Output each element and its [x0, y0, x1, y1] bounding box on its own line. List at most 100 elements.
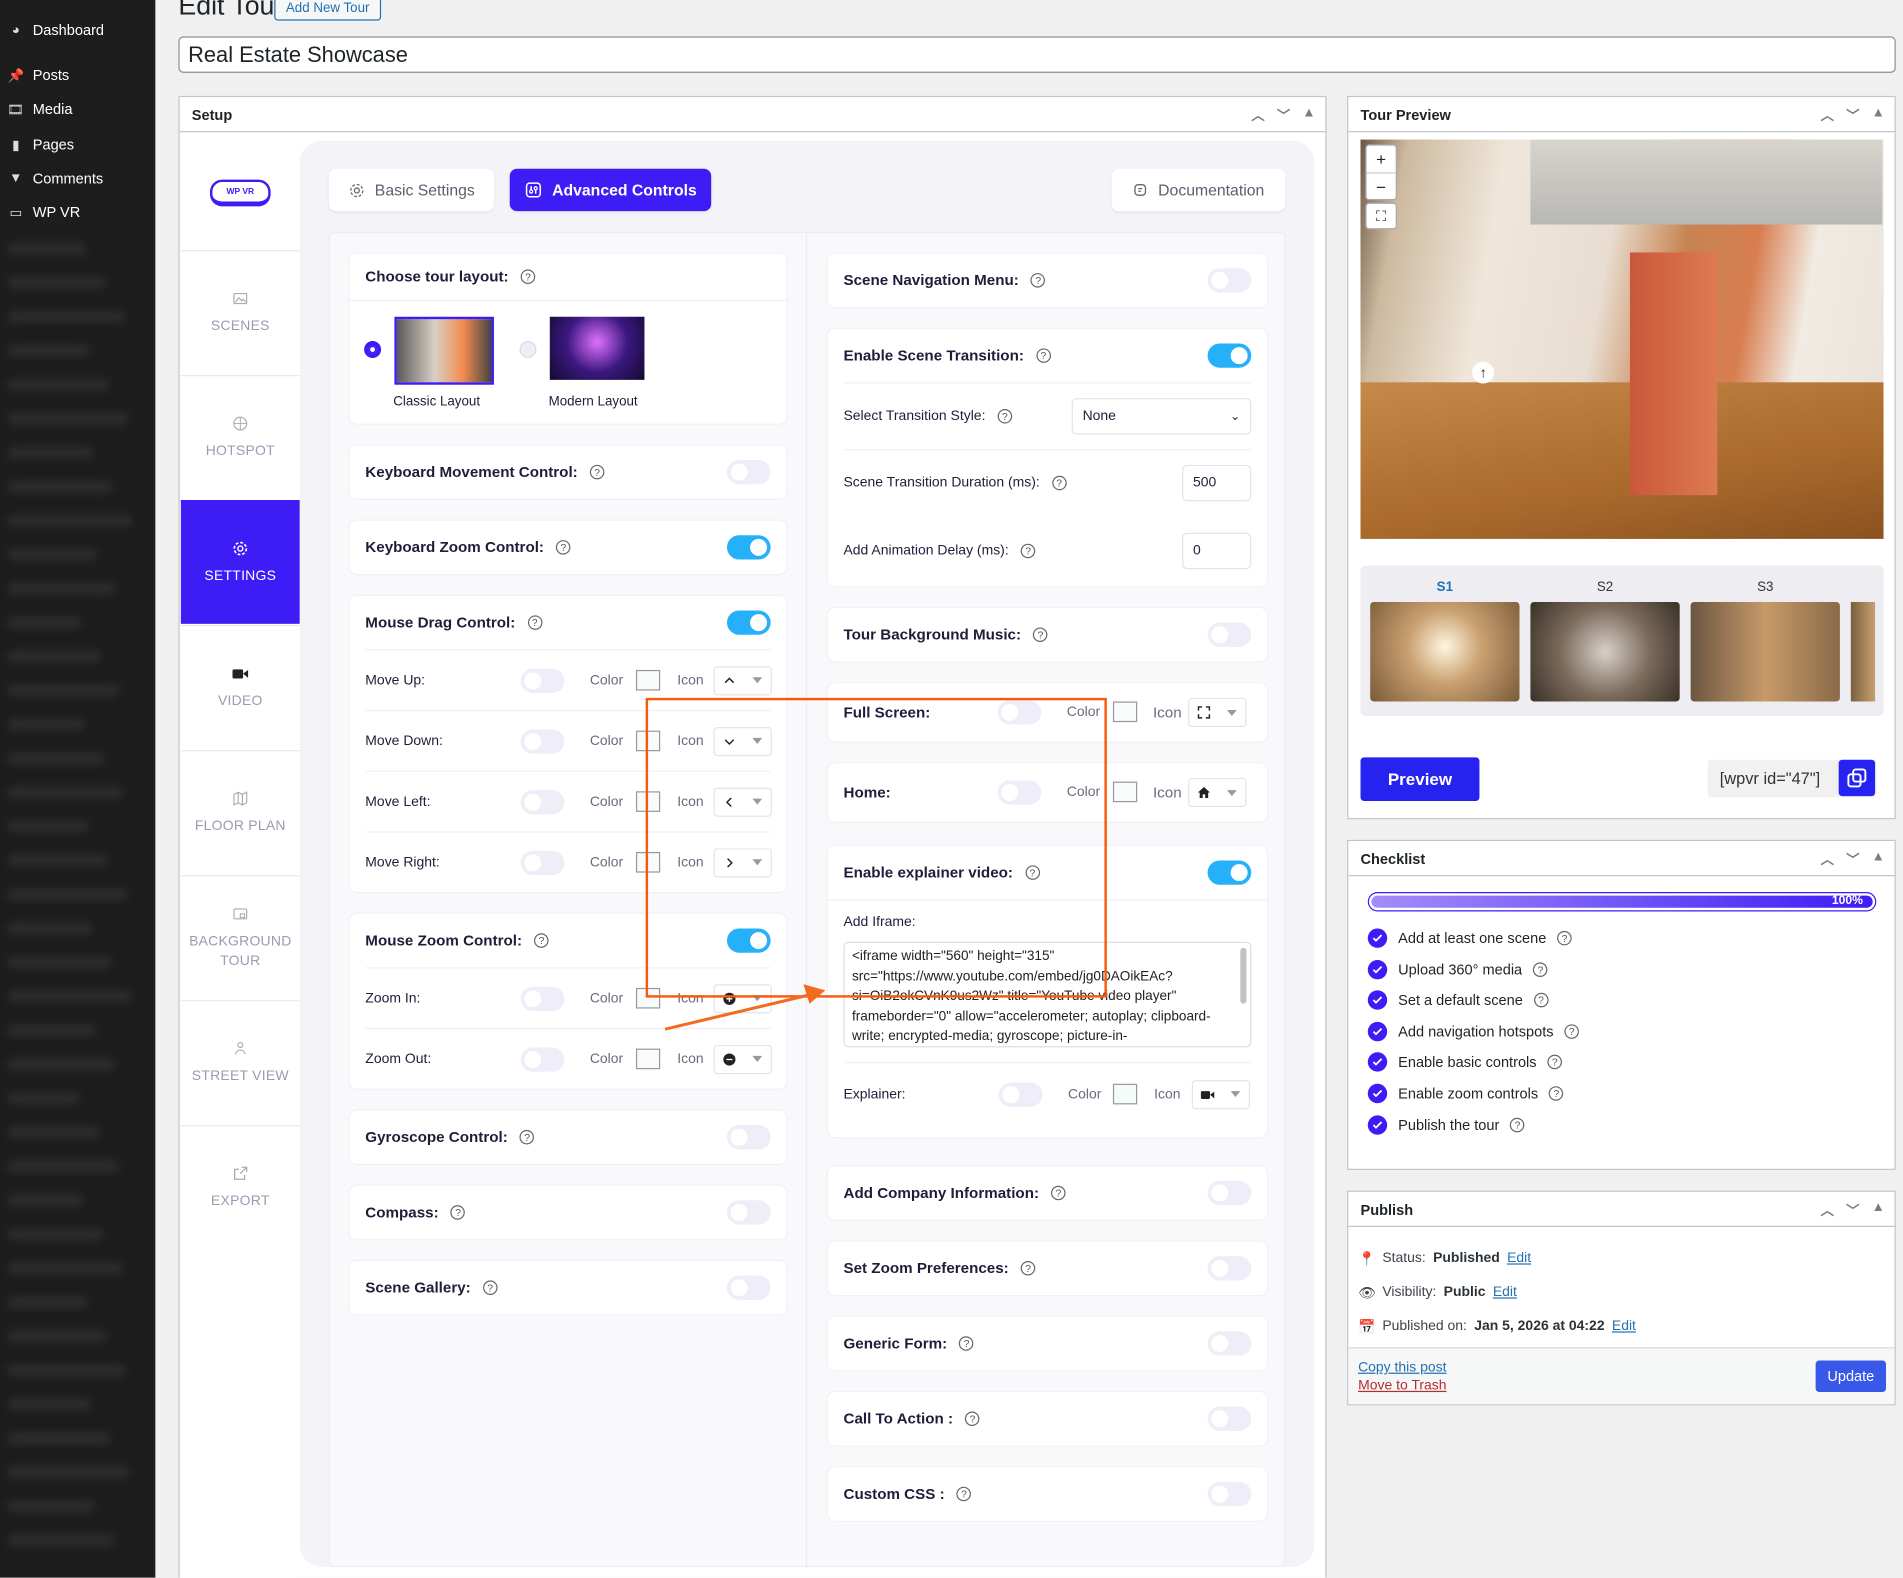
help-icon[interactable]: ?: [1051, 1185, 1066, 1201]
help-icon[interactable]: ?: [1510, 1117, 1525, 1132]
scene-thumbnail[interactable]: [1370, 601, 1520, 702]
help-icon[interactable]: ?: [1547, 1055, 1563, 1070]
help-icon[interactable]: ?: [556, 540, 571, 555]
nav-video[interactable]: VIDEO: [180, 625, 300, 749]
icon-select[interactable]: [1188, 777, 1247, 808]
toggle-switch[interactable]: [726, 1275, 771, 1300]
fullscreen-button[interactable]: ⛶: [1365, 202, 1397, 230]
help-icon[interactable]: ?: [1020, 543, 1036, 559]
help-icon[interactable]: ?: [1036, 348, 1051, 363]
move-down-icon[interactable]: ﹀: [1846, 853, 1860, 868]
help-icon[interactable]: ?: [482, 1280, 498, 1295]
help-icon[interactable]: ?: [519, 1129, 535, 1145]
admin-menu-wp-vr[interactable]: ▭ WP VR: [7, 204, 80, 221]
zoom-in-button[interactable]: +: [1366, 146, 1396, 174]
help-icon[interactable]: ?: [1030, 273, 1046, 288]
move-up-icon[interactable]: ︿: [1820, 109, 1834, 124]
toggle-switch[interactable]: [1207, 1331, 1252, 1356]
help-icon[interactable]: ?: [1564, 1024, 1580, 1039]
toggle-switch[interactable]: [520, 789, 565, 814]
color-swatch[interactable]: [635, 1048, 661, 1070]
toggle-switch[interactable]: [1207, 343, 1252, 368]
layout-thumbnail[interactable]: [394, 316, 494, 385]
preview-button[interactable]: Preview: [1360, 757, 1480, 802]
zoom-out-button[interactable]: −: [1376, 177, 1387, 197]
toggle-switch[interactable]: [520, 986, 565, 1011]
help-icon[interactable]: ?: [997, 409, 1013, 424]
scene-thumbnail[interactable]: [1690, 601, 1840, 702]
icon-select[interactable]: [1188, 697, 1247, 727]
layout-thumbnail[interactable]: [549, 316, 645, 380]
iframe-textarea[interactable]: <iframe width="560" height="315" src="ht…: [843, 941, 1252, 1048]
toggle-switch[interactable]: [520, 1046, 565, 1072]
nav-floor-plan[interactable]: FLOOR PLAN: [180, 750, 300, 874]
nav-scenes[interactable]: SCENES: [180, 250, 300, 374]
admin-menu-comments[interactable]: ▼ Comments: [7, 170, 103, 187]
move-down-icon[interactable]: ﹀: [1846, 109, 1860, 124]
help-icon[interactable]: ?: [1557, 930, 1572, 946]
layout-radio[interactable]: [519, 341, 537, 359]
help-icon[interactable]: ?: [1051, 475, 1067, 491]
help-icon[interactable]: ?: [1033, 627, 1048, 643]
edit-date-link[interactable]: Edit: [1611, 1319, 1636, 1334]
nav-background-tour[interactable]: BACKGROUND TOUR: [180, 875, 300, 999]
toggle-switch[interactable]: [726, 928, 771, 953]
move-down-icon[interactable]: ﹀: [1846, 1203, 1860, 1219]
icon-select[interactable]: [1191, 1079, 1251, 1109]
toggle-switch[interactable]: [726, 610, 771, 635]
help-icon[interactable]: ?: [1549, 1086, 1564, 1101]
help-icon[interactable]: ?: [534, 933, 549, 948]
toggle-switch[interactable]: [726, 535, 771, 560]
toggle-switch[interactable]: [1207, 1481, 1252, 1507]
move-up-icon[interactable]: ︿: [1820, 853, 1834, 868]
help-icon[interactable]: ?: [520, 269, 536, 284]
collapse-icon[interactable]: ▲: [1871, 105, 1885, 121]
toggle-switch[interactable]: [1207, 622, 1252, 647]
icon-select[interactable]: [713, 726, 772, 756]
edit-status-link[interactable]: Edit: [1507, 1251, 1532, 1266]
toggle-switch[interactable]: [1207, 1180, 1252, 1206]
copy-shortcode-button[interactable]: [1838, 759, 1876, 797]
help-icon[interactable]: ?: [450, 1205, 466, 1220]
transition-style-select[interactable]: None ⌄: [1071, 398, 1252, 435]
toggle-switch[interactable]: [726, 1200, 771, 1225]
toggle-switch[interactable]: [1207, 860, 1252, 885]
help-icon[interactable]: ?: [956, 1486, 972, 1502]
move-down-icon[interactable]: ﹀: [1276, 109, 1291, 124]
delay-input[interactable]: 0: [1182, 532, 1252, 570]
toggle-switch[interactable]: [1207, 268, 1252, 293]
scrollbar[interactable]: [1240, 947, 1247, 1004]
toggle-switch[interactable]: [726, 1125, 771, 1150]
toggle-switch[interactable]: [520, 728, 565, 754]
collapse-icon[interactable]: ▲: [1302, 105, 1316, 121]
update-button[interactable]: Update: [1815, 1360, 1887, 1393]
copy-post-link[interactable]: Copy this post: [1358, 1360, 1447, 1376]
toggle-switch[interactable]: [997, 780, 1042, 805]
color-swatch[interactable]: [1112, 781, 1138, 803]
hotspot-arrow-icon[interactable]: ↑: [1472, 361, 1495, 384]
toggle-switch[interactable]: [998, 1081, 1043, 1107]
toggle-switch[interactable]: [520, 850, 565, 875]
toggle-switch[interactable]: [1207, 1256, 1252, 1281]
layout-radio[interactable]: [364, 341, 382, 359]
help-icon[interactable]: ?: [1533, 992, 1549, 1008]
icon-select[interactable]: [713, 787, 772, 817]
nav-hotspot[interactable]: HOTSPOT: [180, 375, 300, 499]
admin-menu-dashboard[interactable]: ◕ Dashboard: [7, 22, 104, 39]
nav-street-view[interactable]: STREET VIEW: [180, 1000, 300, 1124]
toggle-switch[interactable]: [520, 668, 565, 693]
panorama-viewer[interactable]: ↑ + − ⛶: [1360, 139, 1884, 539]
admin-menu-media[interactable]: 🎞 Media: [7, 101, 72, 118]
icon-select[interactable]: [713, 847, 772, 877]
help-icon[interactable]: ?: [1020, 1260, 1036, 1276]
admin-menu-pages[interactable]: ▮ Pages: [7, 136, 74, 153]
admin-menu-posts[interactable]: 📌 Posts: [7, 67, 69, 84]
toggle-switch[interactable]: [1207, 1406, 1252, 1431]
move-to-trash-link[interactable]: Move to Trash: [1358, 1378, 1447, 1394]
tab-basic-settings[interactable]: Basic Settings: [328, 168, 494, 212]
help-icon[interactable]: ?: [1533, 961, 1548, 977]
scene-thumbnail[interactable]: [1530, 601, 1680, 702]
nav-export[interactable]: EXPORT: [180, 1125, 300, 1249]
help-icon[interactable]: ?: [965, 1411, 980, 1427]
tour-title-input[interactable]: [178, 36, 1896, 73]
